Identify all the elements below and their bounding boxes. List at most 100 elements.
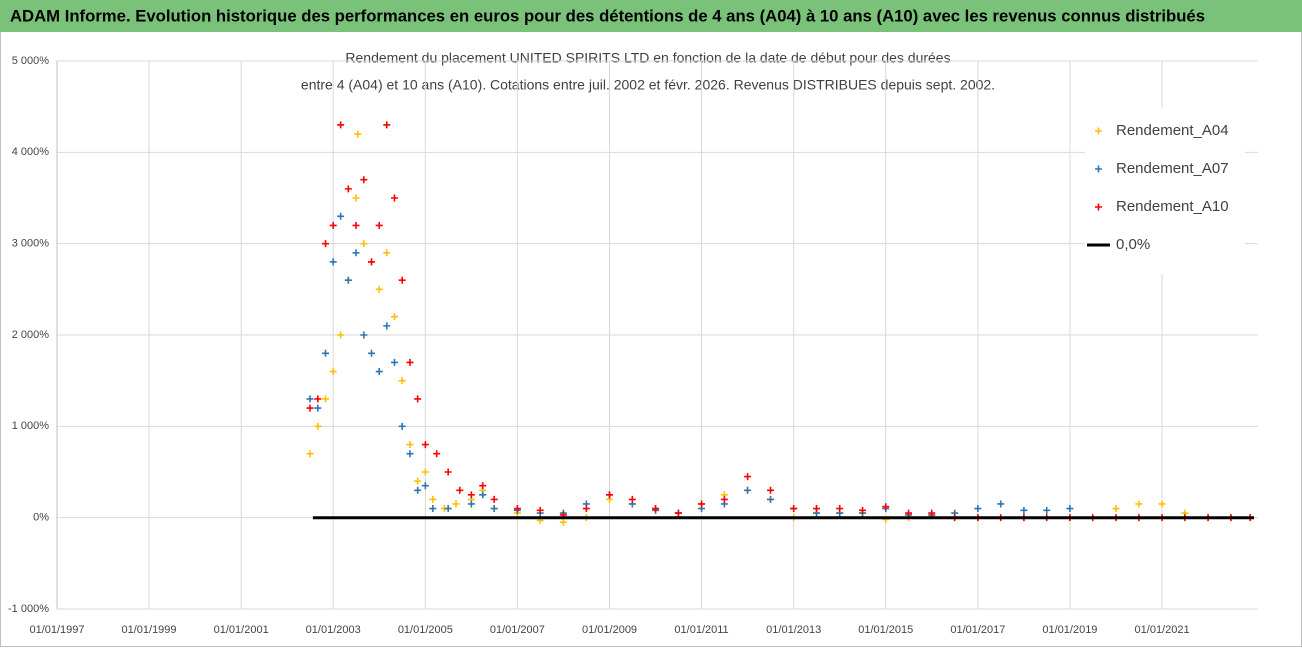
point	[974, 505, 982, 513]
point	[1066, 505, 1074, 513]
point	[905, 509, 913, 517]
point	[813, 505, 821, 513]
x-tick-label: 01/01/2015	[858, 624, 913, 636]
point	[859, 506, 867, 514]
point	[375, 221, 383, 229]
x-tick-label: 01/01/2019	[1042, 624, 1097, 636]
point	[306, 395, 314, 403]
point	[322, 395, 330, 403]
point	[390, 313, 398, 321]
y-tick-label: 4 000%	[12, 146, 50, 158]
point	[1112, 505, 1120, 513]
point	[352, 249, 360, 257]
x-tick-label: 01/01/2011	[674, 624, 728, 636]
point	[744, 473, 752, 481]
legend-label: Rendement_A10	[1116, 198, 1229, 215]
point	[444, 505, 452, 513]
point	[398, 276, 406, 284]
x-tick-label: 01/01/2021	[1135, 624, 1190, 636]
point	[322, 349, 330, 357]
point	[490, 505, 498, 513]
point	[360, 240, 368, 248]
point	[674, 509, 682, 517]
point	[360, 331, 368, 339]
point	[375, 285, 383, 293]
point	[720, 495, 728, 503]
point	[306, 450, 314, 458]
point	[652, 505, 660, 513]
chart-title: ADAM Informe. Evolution historique des p…	[10, 6, 1205, 25]
y-tick-label: 1 000%	[12, 420, 50, 432]
point	[1043, 506, 1051, 514]
y-tick-label: 2 000%	[12, 329, 50, 341]
point	[421, 441, 429, 449]
point	[1135, 500, 1143, 508]
point	[344, 185, 352, 193]
y-tick-label: 5 000%	[12, 55, 50, 67]
point	[383, 322, 391, 330]
point	[360, 176, 368, 184]
point	[314, 404, 322, 412]
point	[479, 482, 487, 490]
point	[467, 500, 475, 508]
point	[306, 404, 314, 412]
x-tick-label: 01/01/2007	[490, 624, 545, 636]
point	[383, 249, 391, 257]
point	[337, 121, 345, 129]
legend-swatch	[1095, 165, 1102, 173]
point	[467, 491, 475, 499]
point	[744, 486, 752, 494]
point	[433, 450, 441, 458]
legend-label: 0,0%	[1116, 236, 1150, 253]
point	[368, 349, 376, 357]
point	[414, 477, 422, 485]
point	[375, 368, 383, 376]
point	[698, 500, 706, 508]
point	[997, 500, 1005, 508]
point	[322, 240, 330, 248]
point	[337, 212, 345, 220]
legend-swatch	[1095, 127, 1102, 135]
point	[354, 130, 362, 138]
x-tick-label: 01/01/2005	[398, 624, 453, 636]
point	[352, 221, 360, 229]
point	[390, 194, 398, 202]
y-tick-label: 3 000%	[12, 238, 50, 250]
point	[456, 486, 464, 494]
point	[1020, 506, 1028, 514]
legend-box	[1085, 109, 1245, 274]
point	[882, 503, 890, 511]
point	[329, 258, 337, 266]
point	[628, 495, 636, 503]
point	[767, 495, 775, 503]
x-tick-label: 01/01/2001	[214, 624, 269, 636]
point	[398, 422, 406, 430]
point	[421, 468, 429, 476]
point	[606, 491, 614, 499]
point	[479, 491, 487, 499]
x-tick-label: 01/01/2017	[950, 624, 1005, 636]
point	[536, 506, 544, 514]
point	[767, 486, 775, 494]
point	[429, 505, 437, 513]
point	[383, 121, 391, 129]
point	[582, 505, 590, 513]
point	[452, 500, 460, 508]
point	[444, 468, 452, 476]
x-tick-label: 01/01/1997	[29, 624, 84, 636]
point	[337, 331, 345, 339]
legend-swatch	[1095, 203, 1102, 211]
legend-label: Rendement_A04	[1116, 122, 1229, 139]
title-bar	[0, 0, 1302, 32]
point	[414, 395, 422, 403]
y-tick-label: 0%	[33, 512, 49, 524]
point	[398, 377, 406, 385]
point	[329, 221, 337, 229]
point	[406, 441, 414, 449]
x-tick-label: 01/01/2013	[766, 624, 821, 636]
point	[1158, 500, 1166, 508]
point	[390, 358, 398, 366]
